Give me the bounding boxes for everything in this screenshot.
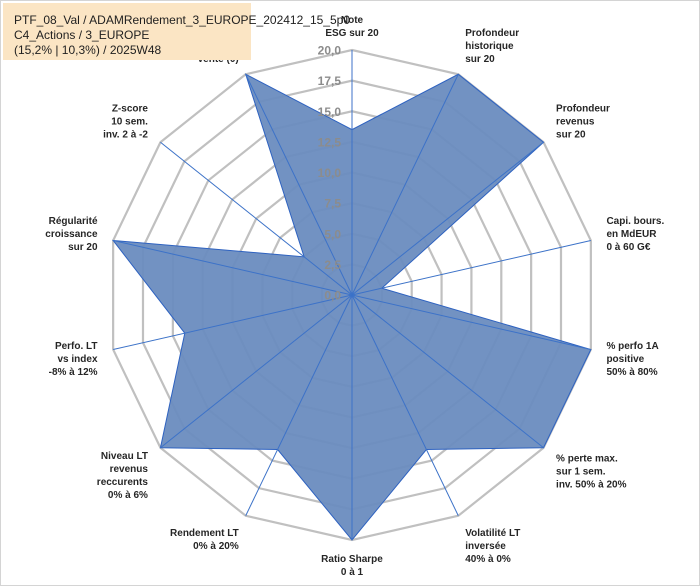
axis-label-line: revenus bbox=[110, 464, 149, 475]
axis-label-line: en MdEUR bbox=[606, 229, 657, 240]
axis-label-line: -8% à 12% bbox=[49, 367, 98, 378]
axis-label: % perfo 1A positive 50% à 80% bbox=[606, 341, 658, 378]
axis-label: Profondeur revenus sur 20 bbox=[556, 104, 610, 141]
axis-label-line: revenus bbox=[556, 117, 595, 128]
axis-label-line: Capi. bours. bbox=[606, 216, 664, 227]
radar-spokes bbox=[113, 50, 591, 540]
chart-title-line-3: (15,2% | 10,3%) / 2025W48 bbox=[14, 43, 162, 57]
axis-spoke bbox=[160, 294, 353, 449]
axis-label: Rendement LT 0% à 20% bbox=[170, 528, 239, 552]
axis-label-line: 50% à 80% bbox=[606, 367, 657, 378]
axis-spoke bbox=[351, 239, 591, 296]
chart-title-line-1: PTF_08_Val / ADAMRendement_3_EUROPE_2024… bbox=[14, 13, 350, 27]
axis-label-line: Profondeur bbox=[556, 104, 610, 115]
axis-spoke bbox=[160, 141, 353, 296]
axis-label-line: vs index bbox=[58, 354, 98, 365]
axis-label-line: Volatilité LT bbox=[465, 528, 520, 539]
axis-label-line: sur 1 sem. bbox=[556, 466, 606, 477]
tick-label: 5,0 bbox=[324, 227, 341, 241]
radial-tick-labels: 0,0 2,5 5,0 7,5 10,0 12,5 15,0 17,5 20,0 bbox=[318, 44, 342, 303]
tick-label: 12,5 bbox=[318, 135, 342, 149]
axis-label: Volatilité LT inversée 40% à 0% bbox=[465, 528, 520, 565]
axis-label-line: positive bbox=[606, 354, 644, 365]
axis-label: Z-score 10 sem. inv. 2 à -2 bbox=[103, 104, 148, 141]
tick-label: 10,0 bbox=[318, 166, 342, 180]
tick-label: 7,5 bbox=[324, 197, 341, 211]
axis-label-line: Profondeur bbox=[465, 28, 519, 39]
axis-label-line: Perfo. LT bbox=[55, 341, 98, 352]
axis-spoke bbox=[113, 239, 353, 296]
axis-label-line: historique bbox=[465, 41, 514, 52]
tick-label: 17,5 bbox=[318, 74, 342, 88]
axis-label-line: ESG sur 20 bbox=[325, 28, 379, 39]
axis-label-line: % perte max. bbox=[556, 453, 618, 464]
axis-label-line: sur 20 bbox=[68, 242, 98, 253]
axis-spoke bbox=[351, 294, 459, 516]
tick-label: 20,0 bbox=[318, 44, 342, 58]
axis-label-line: Note bbox=[341, 15, 364, 26]
axis-label: Note ESG sur 20 bbox=[325, 15, 379, 39]
axis-label: Profondeur historique sur 20 bbox=[465, 28, 519, 65]
axis-label-line: Ratio Sharpe bbox=[321, 554, 383, 565]
axis-label: Régularité croissance sur 20 bbox=[45, 216, 98, 253]
axis-label-line: Rendement LT bbox=[170, 528, 239, 539]
axis-spoke bbox=[245, 294, 353, 516]
axis-spoke bbox=[351, 141, 544, 296]
axis-label: Perfo. LT vs index -8% à 12% bbox=[49, 341, 98, 378]
tick-label: 15,0 bbox=[318, 105, 342, 119]
axis-label: Capi. bours. en MdEUR 0 à 60 G€ bbox=[606, 216, 664, 253]
axis-label-line: 0% à 6% bbox=[108, 490, 148, 501]
axis-label-line: Niveau LT bbox=[101, 451, 148, 462]
axis-spoke bbox=[113, 294, 353, 351]
axis-spoke bbox=[245, 74, 353, 296]
axis-label: Ratio Sharpe 0 à 1 bbox=[321, 554, 383, 578]
axis-label: % perte max. sur 1 sem. inv. 50% à 20% bbox=[556, 453, 627, 490]
axis-label-line: reccurents bbox=[97, 477, 149, 488]
axis-label-line: inv. 50% à 20% bbox=[556, 479, 627, 490]
axis-spoke bbox=[351, 74, 459, 296]
tick-label: 0,0 bbox=[324, 289, 341, 303]
chart-title-line-2: C4_Actions / 3_EUROPE bbox=[14, 28, 150, 42]
axis-label-line: sur 20 bbox=[556, 130, 586, 141]
axis-label-line: 40% à 0% bbox=[465, 554, 511, 565]
axis-label-line: Z-score bbox=[112, 104, 149, 115]
axis-label-line: inv. 2 à -2 bbox=[103, 130, 148, 141]
chart-title-box: PTF_08_Val / ADAMRendement_3_EUROPE_2024… bbox=[3, 3, 350, 60]
axis-label-line: Régularité bbox=[49, 216, 98, 227]
axis-label-line: inversée bbox=[465, 541, 506, 552]
tick-label: 2,5 bbox=[324, 258, 341, 272]
axis-label-line: 0% à 20% bbox=[193, 541, 239, 552]
axis-label-line: % perfo 1A bbox=[606, 341, 658, 352]
axis-spoke bbox=[351, 294, 544, 449]
axis-label: Niveau LT revenus reccurents 0% à 6% bbox=[97, 451, 149, 501]
axis-label-line: croissance bbox=[45, 229, 98, 240]
axis-label-line: 10 sem. bbox=[111, 117, 148, 128]
axis-label-line: 0 à 60 G€ bbox=[606, 242, 650, 253]
axis-spoke bbox=[351, 294, 591, 351]
axis-label-line: sur 20 bbox=[465, 54, 495, 65]
axis-label-line: 0 à 1 bbox=[341, 567, 364, 578]
